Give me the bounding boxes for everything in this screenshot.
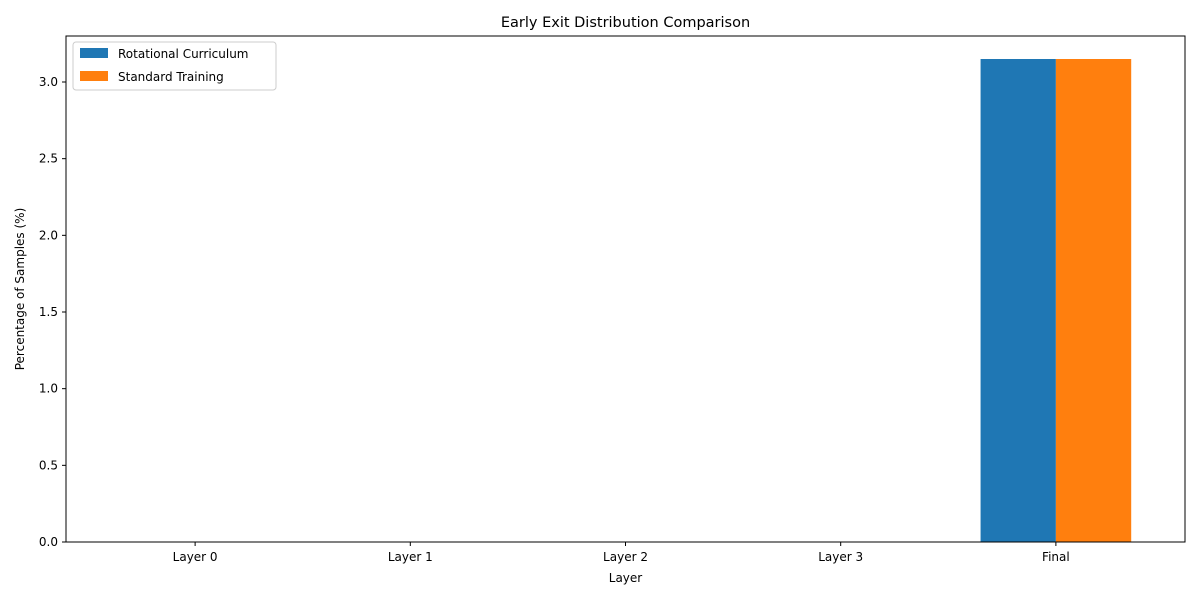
y-axis-ticks: 0.0 0.5 1.0 1.5 2.0 2.5 3.0 [39, 75, 66, 549]
x-axis-label: Layer [609, 571, 643, 585]
x-tick-label: Layer 3 [818, 550, 863, 564]
bar-rotational-curriculum-final [980, 59, 1056, 542]
legend-swatch-standard-training [80, 71, 108, 81]
y-axis-label: Percentage of Samples (%) [13, 208, 27, 371]
y-tick-label: 2.0 [39, 228, 58, 242]
legend-label-standard-training: Standard Training [118, 70, 224, 84]
x-tick-label: Layer 0 [173, 550, 218, 564]
chart-title: Early Exit Distribution Comparison [501, 15, 750, 31]
bar-standard-training-final [1055, 59, 1132, 542]
y-tick-label: 0.5 [39, 458, 58, 472]
legend-swatch-rotational-curriculum [80, 48, 108, 58]
y-tick-label: 3.0 [39, 75, 58, 89]
legend: Rotational Curriculum Standard Training [72, 41, 277, 91]
legend-label-rotational-curriculum: Rotational Curriculum [118, 47, 249, 61]
y-tick-label: 2.5 [39, 152, 58, 166]
y-tick-label: 0.0 [39, 535, 58, 549]
bars-group [980, 59, 1132, 542]
x-tick-label: Layer 1 [388, 550, 433, 564]
y-tick-label: 1.5 [39, 305, 58, 319]
x-tick-label: Final [1042, 550, 1070, 564]
legend-frame [72, 41, 277, 91]
y-tick-label: 1.0 [39, 382, 58, 396]
x-tick-label: Layer 2 [603, 550, 648, 564]
x-axis-ticks: Layer 0 Layer 1 Layer 2 Layer 3 Final [173, 542, 1070, 564]
